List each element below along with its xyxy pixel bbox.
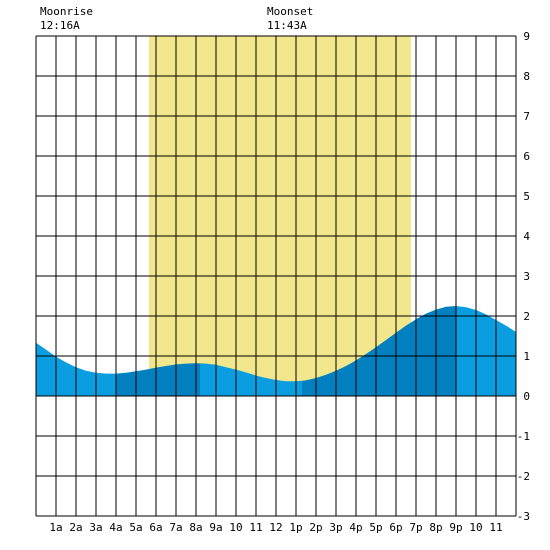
x-tick-label: 5a — [129, 521, 142, 534]
tide-segment — [456, 306, 516, 396]
daylight-band — [149, 36, 411, 396]
x-tick-label: 3p — [329, 521, 342, 534]
y-tick-label: 6 — [523, 150, 530, 163]
y-tick-label: 5 — [523, 190, 530, 203]
x-tick-label: 7a — [169, 521, 182, 534]
x-tick-label: 12 — [269, 521, 282, 534]
y-tick-label: 4 — [523, 230, 530, 243]
y-tick-label: -2 — [517, 470, 530, 483]
y-tick-label: -1 — [517, 430, 530, 443]
grid-layer — [35, 35, 517, 517]
moonset-label: Moonset — [267, 5, 313, 18]
tide-segment — [302, 306, 456, 396]
x-tick-label: 11 — [249, 521, 262, 534]
moonrise-label: Moonrise — [40, 5, 93, 18]
y-tick-label: 7 — [523, 110, 530, 123]
x-tick-label: 11 — [489, 521, 502, 534]
x-tick-label: 10 — [229, 521, 242, 534]
moonrise-time: 12:16A — [40, 19, 80, 32]
x-tick-label: 7p — [409, 521, 422, 534]
x-tick-label: 4p — [349, 521, 362, 534]
x-tick-label: 9p — [449, 521, 462, 534]
x-tick-label: 5p — [369, 521, 382, 534]
x-axis-ticks: 1a 2a 3a 4a 5a 6a 7a 8a 9a 10 11 12 1p 2p 3p 4p 5p 6p 7p 8p… — [49, 521, 502, 534]
y-axis-ticks: -3 -2 -1 0 1 2 3 4 5 6 7 8 9 — [517, 30, 531, 523]
x-tick-label: 10 — [469, 521, 482, 534]
x-tick-label: 8a — [189, 521, 202, 534]
x-tick-label: 3a — [89, 521, 102, 534]
y-tick-label: 9 — [523, 30, 530, 43]
y-tick-label: -3 — [517, 510, 530, 523]
x-tick-label: 1p — [289, 521, 302, 534]
y-tick-label: 0 — [523, 390, 530, 403]
x-tick-label: 4a — [109, 521, 122, 534]
x-tick-label: 9a — [209, 521, 222, 534]
moonset-time: 11:43A — [267, 19, 307, 32]
y-tick-label: 2 — [523, 310, 530, 323]
y-tick-label: 1 — [523, 350, 530, 363]
x-tick-label: 2p — [309, 521, 322, 534]
x-tick-label: 6a — [149, 521, 162, 534]
tide-segment — [116, 363, 200, 396]
x-tick-label: 6p — [389, 521, 402, 534]
x-tick-label: 1a — [49, 521, 62, 534]
y-tick-label: 3 — [523, 270, 530, 283]
y-tick-label: 8 — [523, 70, 530, 83]
x-tick-label: 2a — [69, 521, 82, 534]
x-tick-label: 8p — [429, 521, 442, 534]
